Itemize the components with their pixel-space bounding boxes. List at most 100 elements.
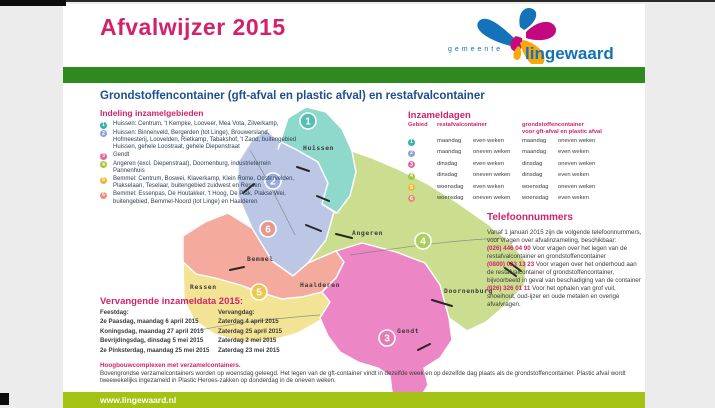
phone-description: Voor het ophalen van grof vuil, snoeihou… xyxy=(487,285,620,308)
map-zone-marker: 2 xyxy=(264,172,282,190)
replacement-date-row: Bevrijdingsdag, dinsdag 5 mei 2015 Zater… xyxy=(100,337,330,346)
zone-number-badge: 6 xyxy=(100,191,107,199)
grond-weeks: oneven weken xyxy=(558,183,596,190)
phone-entry: (026) 326 01 11 Voor het ophalen van gro… xyxy=(487,285,642,309)
grond-day: woensdag xyxy=(522,183,549,190)
phone-number: (026) 446 04 90 xyxy=(487,245,531,252)
phone-number: (0800) 023 13 23 xyxy=(487,261,535,268)
footer-bar xyxy=(63,392,645,408)
map-region-3-gendt xyxy=(319,242,453,403)
zone-number-badge: 2 xyxy=(408,149,415,157)
zone-number-badge: 5 xyxy=(100,176,107,184)
logo-name-text: lingewaard xyxy=(525,44,614,63)
footer-url: www.lingewaard.nl xyxy=(100,395,177,405)
zone-list-item: 3 Gendt xyxy=(100,152,305,160)
collection-days-table: Gebied restafvalcontainer grondstoffenco… xyxy=(408,122,643,204)
rest-day: dinsdag xyxy=(437,160,458,167)
zones-list: 1 Huissen: Centrum, 't Kempke, Looveer, … xyxy=(100,121,305,207)
map-zone-marker: 5 xyxy=(250,283,268,301)
col-header-vervangdag: Vervangdag: xyxy=(218,309,255,316)
zone-description: Angeren (excl. Diepenstraat), Doornenbur… xyxy=(113,160,271,174)
page-title: Afvalwijzer 2015 xyxy=(100,14,286,40)
rest-day: dinsdag xyxy=(437,172,458,179)
grond-weeks: even weken xyxy=(558,172,589,179)
map-place-label: Huissen xyxy=(303,144,334,152)
zone-number-badge: 6 xyxy=(408,195,415,203)
phone-description: Voor vragen over het onderhoud aan de re… xyxy=(487,261,641,284)
collection-day-row: 3 dinsdag even weken dinsdag oneven weke… xyxy=(408,161,643,170)
svg-text:4: 4 xyxy=(420,237,426,248)
vervangdag-cell: Zaterdag 4 april 2015 xyxy=(218,318,279,326)
phones-intro: Vanaf 1 januari 2015 zijn de volgende te… xyxy=(487,229,642,244)
main-heading: Grondstoffencontainer (gft-afval en plas… xyxy=(100,90,485,102)
collection-day-row: 4 dinsdag oneven weken dinsdag even weke… xyxy=(408,172,643,181)
note-heading: Hoogbouwcomplexen met verzamelcontainers… xyxy=(100,362,241,369)
zone-number-badge: 1 xyxy=(100,121,107,129)
header-divider-bar xyxy=(63,67,645,83)
feestdag-cell: 2e Paasdag, maandag 6 april 2015 xyxy=(100,318,199,326)
map-zone-marker: 3 xyxy=(378,329,396,347)
zone-description: Huissen: Centrum, 't Kempke, Looveer, Me… xyxy=(113,121,279,127)
map-zone-marker: 6 xyxy=(259,220,277,238)
map-place-label: Doornenburg xyxy=(444,287,493,295)
grond-day: dinsdag xyxy=(522,172,543,179)
phone-number: (026) 326 01 11 xyxy=(487,285,531,292)
zone-description: Huissen: Binnenveld, Bergerden (tot Ling… xyxy=(113,129,297,150)
zone-number-badge: 4 xyxy=(408,172,415,180)
map-place-label: Ressen xyxy=(190,283,217,291)
grond-day: woensdag xyxy=(522,194,549,201)
map-rail-dashes xyxy=(229,166,522,351)
rest-day: woensdag xyxy=(437,183,464,190)
replacement-dates-table: Feestdag: Vervangdag: 2e Paasdag, maanda… xyxy=(100,309,330,356)
col-header-gebied: Gebied xyxy=(408,122,428,128)
zone-number-badge: 3 xyxy=(100,152,107,160)
phone-description: Voor vragen over het legen van de restaf… xyxy=(487,245,628,260)
vervangdag-cell: Zaterdag 25 april 2015 xyxy=(218,327,283,335)
note-body: Bovengrondse verzamelcontainers worden o… xyxy=(100,369,626,385)
viewer-top-line xyxy=(0,0,715,2)
zone-list-item: 6 Bemmel: Essenpas, De Houtakker, 't Hoo… xyxy=(100,191,305,205)
logo-gemeente-text: gemeente xyxy=(448,46,504,53)
phone-entry: (0800) 023 13 23 Voor vragen over het on… xyxy=(487,261,642,285)
viewer-top-bar xyxy=(0,0,66,6)
zone-list-item: 1 Huissen: Centrum, 't Kempke, Looveer, … xyxy=(100,121,305,129)
grond-day: dinsdag xyxy=(522,160,543,167)
svg-text:6: 6 xyxy=(265,225,271,236)
svg-text:1: 1 xyxy=(305,117,311,128)
zones-section-heading: Indeling inzamelgebieden xyxy=(100,108,204,118)
collection-day-row: 6 woensdag oneven weken woensdag even we… xyxy=(408,195,643,204)
rest-weeks: oneven weken xyxy=(473,194,511,201)
svg-text:5: 5 xyxy=(256,288,262,299)
replacement-date-row: 2e Pinksterdag, maandag 25 mei 2015 Zate… xyxy=(100,347,330,356)
col-header-restafval: restafvalcontainer xyxy=(437,122,487,128)
zone-number-badge: 1 xyxy=(408,138,415,146)
grond-day: maandag xyxy=(522,149,547,156)
rest-weeks: even weken xyxy=(473,160,504,167)
municipality-logo: gemeente lingewaard xyxy=(440,2,640,67)
grond-weeks: oneven weken xyxy=(558,138,596,144)
zone-list-item: 5 Bemmel: Centrum, Boswei, Klaverkamp, K… xyxy=(100,176,305,190)
replacement-date-row: 2e Paasdag, maandag 6 april 2015 Zaterda… xyxy=(100,318,330,327)
feestdag-cell: 2e Pinksterdag, maandag 25 mei 2015 xyxy=(100,346,210,354)
map-place-label: Angeren xyxy=(352,229,383,237)
rest-weeks: even weken xyxy=(473,138,504,144)
collection-zones-map: Huissen Angeren Bemmel Haalderen Ressen Gendt… xyxy=(182,106,528,403)
zone-list-item: 2 Huissen: Binnenveld, Bergerden (tot Li… xyxy=(100,130,305,152)
replacement-dates-heading: Vervangende inzameldata 2015: xyxy=(100,296,244,307)
col-header-feestdag: Feestdag: xyxy=(100,309,129,316)
viewer-corner-mark xyxy=(0,393,9,405)
svg-text:3: 3 xyxy=(384,334,390,345)
svg-text:2: 2 xyxy=(270,177,276,188)
feestdag-cell: Koningsdag, maandag 27 april 2015 xyxy=(100,327,204,335)
zone-description: Gendt xyxy=(113,152,130,159)
collection-day-row: 5 woensdag even weken woensdag oneven we… xyxy=(408,184,643,193)
rest-weeks: oneven weken xyxy=(473,172,511,179)
grond-weeks: even weken xyxy=(558,149,589,156)
replacement-date-row: Koningsdag, maandag 27 april 2015 Zaterd… xyxy=(100,328,330,337)
zone-number-badge: 4 xyxy=(100,161,107,169)
butterfly-icon xyxy=(477,7,557,67)
zone-description: Bemmel: Centrum, Boswei, Klaverkamp, Kle… xyxy=(113,176,295,190)
phones-body: Vanaf 1 januari 2015 zijn de volgende te… xyxy=(487,229,642,309)
zone-number-badge: 5 xyxy=(408,184,415,192)
